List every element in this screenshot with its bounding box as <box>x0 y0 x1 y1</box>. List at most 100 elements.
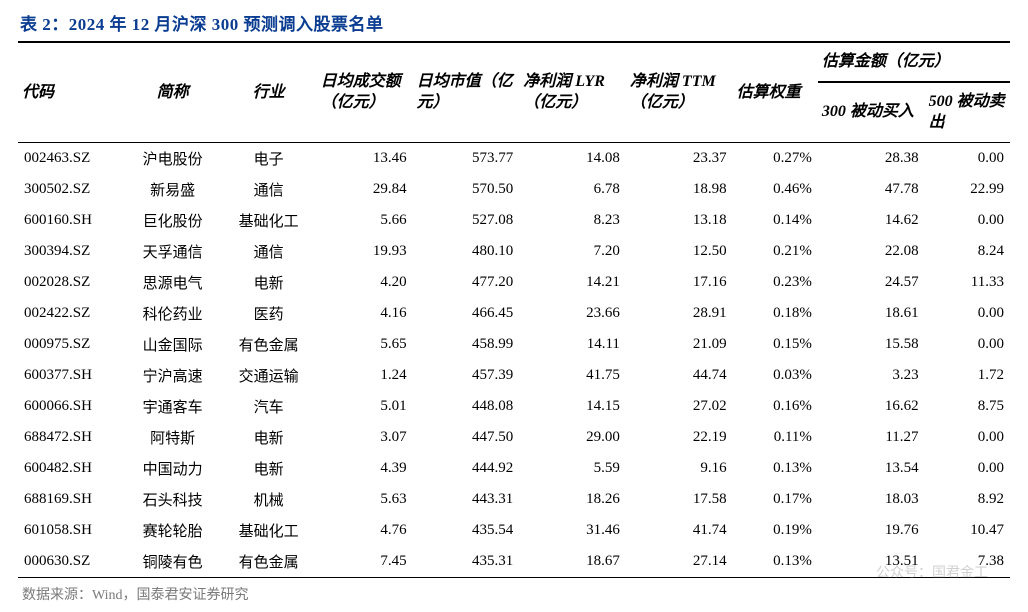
cell-mcap: 527.08 <box>413 205 520 236</box>
cell-ttm: 17.58 <box>626 484 733 515</box>
cell-lyr: 14.21 <box>519 267 626 298</box>
cell-mcap: 444.92 <box>413 453 520 484</box>
cell-name: 沪电股份 <box>125 142 221 174</box>
cell-weight: 0.46% <box>733 174 818 205</box>
cell-name: 巨化股份 <box>125 205 221 236</box>
cell-lyr: 14.08 <box>519 142 626 174</box>
cell-weight: 0.18% <box>733 298 818 329</box>
table-row: 002463.SZ沪电股份电子13.46573.7714.0823.370.27… <box>18 142 1010 174</box>
cell-weight: 0.03% <box>733 360 818 391</box>
col-buy: 300 被动买入 <box>818 82 925 143</box>
cell-turnover: 4.16 <box>317 298 413 329</box>
cell-buy: 14.62 <box>818 205 925 236</box>
cell-buy: 3.23 <box>818 360 925 391</box>
cell-buy: 18.61 <box>818 298 925 329</box>
cell-lyr: 5.59 <box>519 453 626 484</box>
cell-code: 002028.SZ <box>18 267 125 298</box>
cell-turnover: 4.20 <box>317 267 413 298</box>
table-row: 300394.SZ天孚通信通信19.93480.107.2012.500.21%… <box>18 236 1010 267</box>
col-code: 代码 <box>18 42 125 142</box>
cell-name: 石头科技 <box>125 484 221 515</box>
cell-sell: 11.33 <box>925 267 1010 298</box>
cell-weight: 0.23% <box>733 267 818 298</box>
cell-sell: 8.75 <box>925 391 1010 422</box>
cell-code: 600160.SH <box>18 205 125 236</box>
cell-lyr: 14.15 <box>519 391 626 422</box>
cell-code: 600482.SH <box>18 453 125 484</box>
cell-code: 300394.SZ <box>18 236 125 267</box>
table-row: 000630.SZ铜陵有色有色金属7.45435.3118.6727.140.1… <box>18 546 1010 578</box>
cell-industry: 有色金属 <box>221 329 317 360</box>
cell-buy: 16.62 <box>818 391 925 422</box>
cell-mcap: 466.45 <box>413 298 520 329</box>
cell-sell: 0.00 <box>925 205 1010 236</box>
cell-name: 赛轮轮胎 <box>125 515 221 546</box>
table-title: 表 2：2024 年 12 月沪深 300 预测调入股票名单 <box>20 10 1010 35</box>
cell-mcap: 477.20 <box>413 267 520 298</box>
cell-code: 000975.SZ <box>18 329 125 360</box>
cell-name: 宇通客车 <box>125 391 221 422</box>
table-row: 600066.SH宇通客车汽车5.01448.0814.1527.020.16%… <box>18 391 1010 422</box>
cell-mcap: 448.08 <box>413 391 520 422</box>
cell-industry: 机械 <box>221 484 317 515</box>
cell-lyr: 31.46 <box>519 515 626 546</box>
cell-mcap: 570.50 <box>413 174 520 205</box>
cell-buy: 28.38 <box>818 142 925 174</box>
cell-turnover: 5.66 <box>317 205 413 236</box>
cell-turnover: 5.65 <box>317 329 413 360</box>
cell-industry: 通信 <box>221 174 317 205</box>
cell-sell: 1.72 <box>925 360 1010 391</box>
cell-name: 科伦药业 <box>125 298 221 329</box>
cell-lyr: 23.66 <box>519 298 626 329</box>
cell-ttm: 41.74 <box>626 515 733 546</box>
table-row: 002028.SZ思源电气电新4.20477.2014.2117.160.23%… <box>18 267 1010 298</box>
cell-ttm: 27.14 <box>626 546 733 578</box>
cell-name: 天孚通信 <box>125 236 221 267</box>
cell-ttm: 12.50 <box>626 236 733 267</box>
cell-sell: 0.00 <box>925 142 1010 174</box>
cell-ttm: 27.02 <box>626 391 733 422</box>
cell-lyr: 6.78 <box>519 174 626 205</box>
cell-mcap: 573.77 <box>413 142 520 174</box>
cell-code: 600066.SH <box>18 391 125 422</box>
table-row: 601058.SH赛轮轮胎基础化工4.76435.5431.4641.740.1… <box>18 515 1010 546</box>
cell-sell: 0.00 <box>925 329 1010 360</box>
cell-name: 山金国际 <box>125 329 221 360</box>
cell-sell: 7.38 <box>925 546 1010 578</box>
cell-turnover: 5.63 <box>317 484 413 515</box>
table-row: 600160.SH巨化股份基础化工5.66527.088.2313.180.14… <box>18 205 1010 236</box>
cell-mcap: 447.50 <box>413 422 520 453</box>
cell-weight: 0.14% <box>733 205 818 236</box>
col-est-header: 估算金额（亿元） <box>818 42 1010 82</box>
cell-sell: 10.47 <box>925 515 1010 546</box>
cell-ttm: 28.91 <box>626 298 733 329</box>
cell-industry: 汽车 <box>221 391 317 422</box>
cell-lyr: 14.11 <box>519 329 626 360</box>
cell-lyr: 29.00 <box>519 422 626 453</box>
cell-code: 000630.SZ <box>18 546 125 578</box>
cell-buy: 11.27 <box>818 422 925 453</box>
cell-sell: 0.00 <box>925 453 1010 484</box>
col-ttm: 净利润 TTM（亿元） <box>626 42 733 142</box>
cell-code: 601058.SH <box>18 515 125 546</box>
cell-weight: 0.13% <box>733 453 818 484</box>
table-row: 688472.SH阿特斯电新3.07447.5029.0022.190.11%1… <box>18 422 1010 453</box>
cell-industry: 通信 <box>221 236 317 267</box>
cell-turnover: 13.46 <box>317 142 413 174</box>
cell-buy: 22.08 <box>818 236 925 267</box>
cell-name: 中国动力 <box>125 453 221 484</box>
table-row: 600482.SH中国动力电新4.39444.925.599.160.13%13… <box>18 453 1010 484</box>
cell-ttm: 23.37 <box>626 142 733 174</box>
col-industry: 行业 <box>221 42 317 142</box>
cell-code: 002422.SZ <box>18 298 125 329</box>
cell-turnover: 5.01 <box>317 391 413 422</box>
cell-sell: 22.99 <box>925 174 1010 205</box>
cell-code: 688472.SH <box>18 422 125 453</box>
cell-name: 铜陵有色 <box>125 546 221 578</box>
cell-industry: 电新 <box>221 422 317 453</box>
cell-name: 新易盛 <box>125 174 221 205</box>
table-header: 代码 简称 行业 日均成交额（亿元） 日均市值（亿元） 净利润 LYR（亿元） … <box>18 42 1010 142</box>
cell-code: 300502.SZ <box>18 174 125 205</box>
cell-sell: 8.24 <box>925 236 1010 267</box>
table-row: 688169.SH石头科技机械5.63443.3118.2617.580.17%… <box>18 484 1010 515</box>
